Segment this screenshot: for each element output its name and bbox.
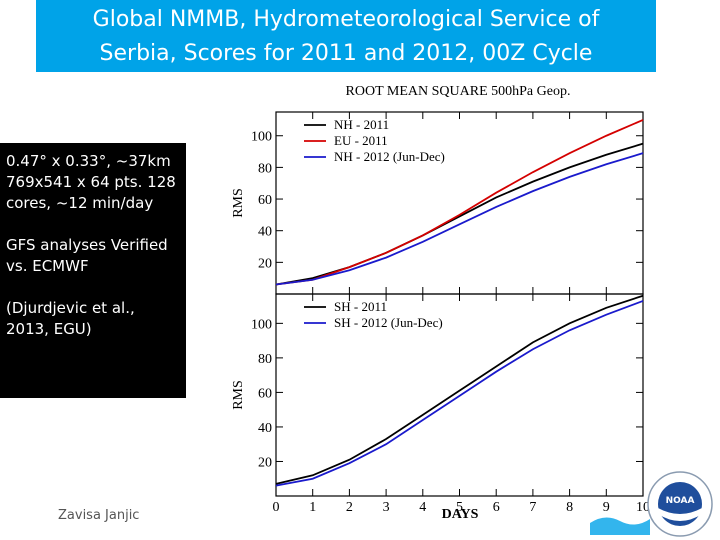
y-axis-label: RMS xyxy=(231,380,246,410)
chart-title: ROOT MEAN SQUARE 500hPa Geop. xyxy=(346,84,571,99)
plot-frame xyxy=(275,111,644,295)
y-tick-label: 100 xyxy=(251,130,272,145)
info-box: 0.47° x 0.33°, ~37km 769x541 x 64 pts. 1… xyxy=(0,143,186,398)
slide-title-line1: Global NMMB, Hydrometeorological Service… xyxy=(92,7,600,32)
wave-decoration xyxy=(590,517,650,535)
slide-title-line2: Serbia, Scores for 2011 and 2012, 00Z Cy… xyxy=(99,41,593,66)
y-tick-label: 40 xyxy=(258,421,272,436)
series-line-1-2 xyxy=(275,119,644,286)
x-tick-label: 8 xyxy=(566,500,573,515)
series-line-1-3 xyxy=(275,152,644,286)
x-tick-label: 5 xyxy=(456,500,463,515)
noaa-logo-text: NOAA xyxy=(666,496,695,506)
y-tick-label: 20 xyxy=(258,455,272,470)
y-tick-label: 20 xyxy=(258,256,272,271)
x-tick-label: 7 xyxy=(529,500,536,515)
y-tick-label: 60 xyxy=(258,386,272,401)
x-tick-label: 10 xyxy=(636,500,650,515)
y-tick-label: 60 xyxy=(258,193,272,208)
y-axis-label: RMS xyxy=(231,188,246,218)
rms-chart: ROOT MEAN SQUARE 500hPa Geop. 2040608010… xyxy=(231,84,650,522)
noaa-logo: NOAA xyxy=(647,471,713,537)
info-reference: (Djurdjevic et al., 2013, EGU) xyxy=(6,299,135,338)
x-axis-label: DAYS xyxy=(442,507,479,522)
series-line-2-1 xyxy=(275,294,644,485)
series-line-2-2 xyxy=(275,300,644,487)
slide-title: Global NMMB, Hydrometeorological Service… xyxy=(36,0,656,72)
legend-label: NH - 2012 (Jun-Dec) xyxy=(334,149,445,164)
legend-label: SH - 2012 (Jun-Dec) xyxy=(334,315,443,330)
legend-label: SH - 2011 xyxy=(334,299,387,314)
info-resolution: 0.47° x 0.33°, ~37km 769x541 x 64 pts. 1… xyxy=(6,152,176,212)
y-tick-label: 100 xyxy=(251,317,272,332)
x-tick-label: 0 xyxy=(273,500,280,515)
author-name: Zavisa Janjic xyxy=(58,508,140,523)
y-tick-label: 80 xyxy=(258,352,272,367)
x-tick-label: 1 xyxy=(309,500,316,515)
x-tick-label: 3 xyxy=(383,500,390,515)
x-tick-label: 9 xyxy=(603,500,610,515)
y-tick-label: 40 xyxy=(258,225,272,240)
x-tick-label: 2 xyxy=(346,500,353,515)
legend-label: NH - 2011 xyxy=(334,117,389,132)
info-verification: GFS analyses Verified vs. ECMWF xyxy=(6,236,168,275)
x-tick-label: 6 xyxy=(493,500,500,515)
x-tick-label: 4 xyxy=(419,500,426,515)
legend-label: EU - 2011 xyxy=(334,133,388,148)
y-tick-label: 80 xyxy=(258,161,272,176)
